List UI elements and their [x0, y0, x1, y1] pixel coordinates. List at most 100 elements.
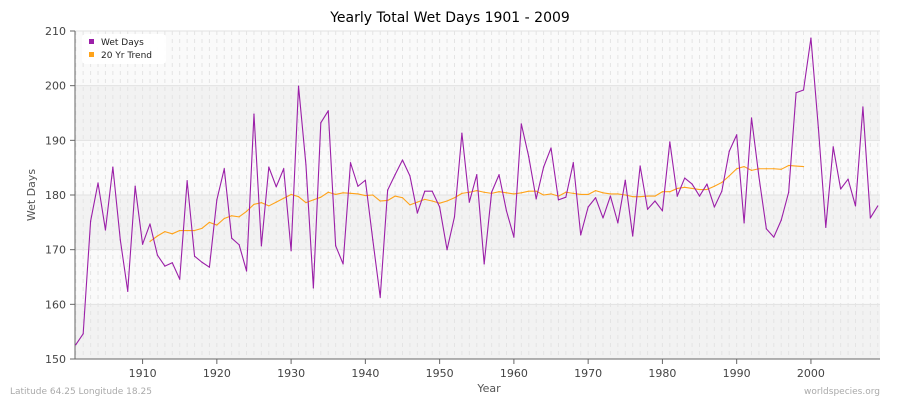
wet-days-point [401, 159, 404, 161]
trend-point [713, 185, 715, 187]
wet-days-point [691, 183, 693, 185]
trend-point [297, 196, 300, 198]
wet-days-point [617, 222, 619, 224]
wet-days-point [260, 245, 262, 247]
trend-point [283, 197, 285, 199]
footer-source: worldspecies.org [804, 387, 880, 397]
trend-point [357, 193, 359, 195]
x-tick-label: 1910 [129, 367, 157, 380]
trend-point [721, 181, 723, 184]
wet-days-point [193, 255, 196, 257]
trend-point [706, 188, 708, 191]
trend-point [253, 203, 255, 205]
wet-days-point [528, 156, 530, 158]
wet-days-point [721, 190, 723, 192]
wet-days-point [535, 198, 537, 200]
footer-location: Latitude 64.25 Longitude 18.25 [10, 387, 152, 397]
trend-point [669, 191, 671, 193]
wet-days-point [706, 183, 708, 185]
wet-days-point [840, 188, 842, 190]
wet-days-point [312, 287, 314, 289]
trend-point [795, 165, 797, 167]
wet-days-point [550, 147, 552, 149]
trend-point [364, 194, 366, 197]
wet-days-point [877, 205, 879, 207]
trend-point [201, 227, 203, 229]
legend: Wet Days 20 Yr Trend [82, 34, 166, 64]
legend-swatch-wet-days [89, 39, 94, 44]
trend-point [208, 221, 211, 223]
trend-point [780, 168, 782, 170]
wet-days-point [127, 290, 129, 292]
wet-days-point [810, 37, 812, 39]
legend-box [82, 34, 166, 64]
wet-days-point [89, 220, 92, 222]
trend-point [231, 215, 233, 217]
wet-days-point [253, 113, 255, 115]
wet-days-point [268, 166, 270, 168]
x-tick-label: 1920 [203, 367, 231, 380]
trend-point [609, 193, 612, 195]
trend-point [743, 165, 745, 168]
wet-days-point [82, 333, 84, 335]
wet-days-point [283, 168, 285, 170]
wet-days-point [854, 205, 857, 207]
y-tick-label: 170 [45, 244, 66, 257]
wet-days-point [632, 235, 634, 237]
wet-days-point [179, 278, 181, 280]
trend-point [684, 186, 686, 188]
trend-point [528, 190, 530, 192]
x-tick-label: 1950 [426, 367, 454, 380]
trend-point [646, 195, 649, 197]
trend-point [461, 192, 463, 194]
x-tick-label: 2000 [797, 367, 825, 380]
wet-days-point [624, 179, 626, 181]
wet-days-point [847, 178, 849, 180]
wet-days-point [104, 229, 107, 231]
wet-days-point [387, 189, 389, 191]
trend-point [275, 201, 277, 203]
legend-swatch-trend [89, 52, 94, 57]
wet-days-point [149, 223, 151, 225]
x-tick-label: 1990 [723, 367, 751, 380]
wet-days-point [684, 177, 686, 179]
trend-point [394, 195, 396, 197]
wet-days-point [676, 195, 678, 197]
trend-point [186, 229, 188, 232]
wet-days-point [223, 168, 225, 170]
wet-days-point [713, 206, 715, 208]
y-tick-label: 210 [45, 25, 66, 38]
wet-days-point [750, 117, 753, 119]
trend-point [594, 190, 597, 192]
wet-days-point [728, 150, 730, 152]
trend-point [335, 193, 337, 196]
y-axis-label: Wet Days [25, 169, 38, 222]
y-tick-label: 160 [45, 298, 66, 311]
legend-label-wet-days: Wet Days [101, 38, 144, 48]
wet-days-point [171, 262, 173, 264]
trend-point [312, 199, 314, 201]
wet-days-point [446, 249, 448, 251]
wet-days-point [825, 226, 827, 228]
wet-days-point [646, 208, 649, 210]
wet-days-point [468, 201, 470, 203]
trend-point [542, 194, 545, 196]
wet-days-point [201, 261, 203, 263]
x-axis-label: Year [476, 382, 501, 395]
trend-point [676, 187, 678, 190]
chart-title: Yearly Total Wet Days 1901 - 2009 [329, 10, 570, 26]
trend-point [802, 165, 805, 168]
trend-point [788, 164, 790, 167]
wet-days-point [97, 182, 99, 184]
x-tick-label: 1960 [500, 367, 528, 380]
wet-days-point [357, 185, 359, 187]
wet-days-point [156, 254, 159, 256]
trend-point [505, 192, 508, 194]
wet-days-point [736, 134, 738, 136]
wet-days-point [349, 162, 352, 164]
trend-point [290, 193, 292, 196]
wet-days-point [773, 236, 775, 238]
wet-days-point [461, 132, 463, 134]
wet-days-point [186, 180, 188, 182]
x-tick-label: 1930 [277, 367, 305, 380]
